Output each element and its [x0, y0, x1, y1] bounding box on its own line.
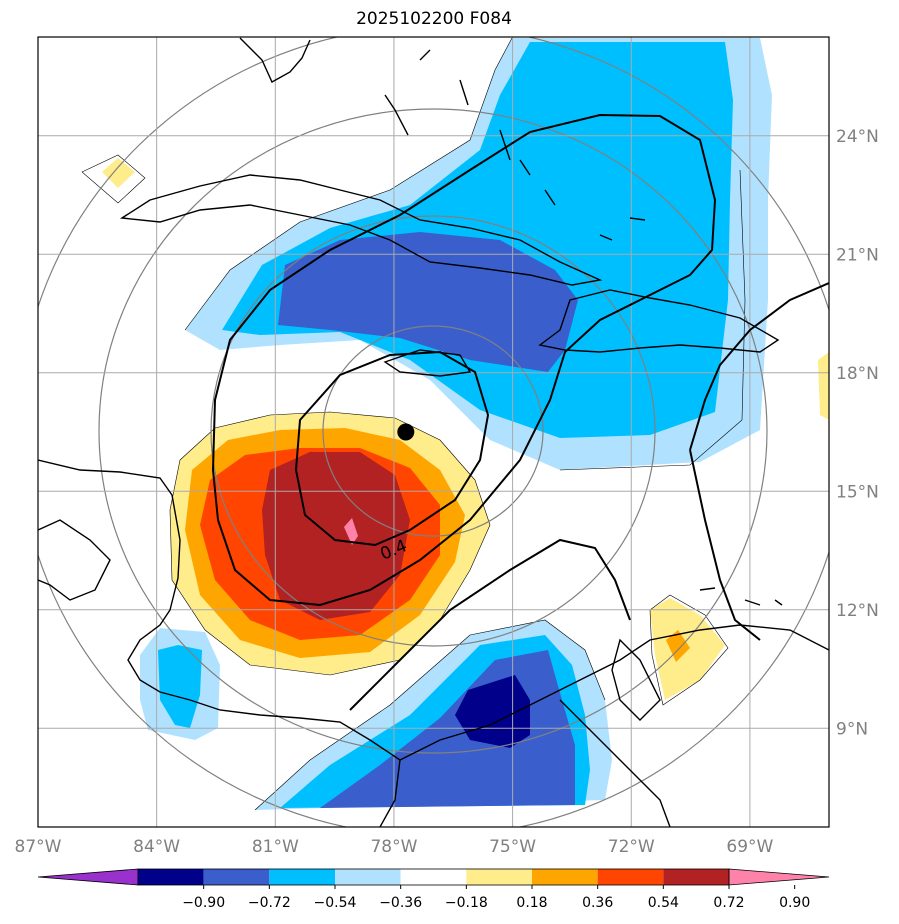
- coast-south-america: [399, 624, 829, 761]
- colorbar-tick-label: 0.36: [582, 895, 613, 911]
- lat-tick-label: 15°N: [836, 482, 879, 502]
- colorbar-tick-label: −0.72: [248, 895, 291, 911]
- colorbar-segment: [663, 869, 729, 885]
- lon-tick-label: 75°W: [489, 837, 536, 857]
- range-ring-2: [210, 215, 656, 647]
- contour-east: [689, 282, 829, 451]
- latitude-tick-labels: 24°N 21°N 18°N 15°N 12°N 9°N: [836, 127, 879, 740]
- lat-tick-label: 21°N: [836, 245, 879, 265]
- outline-pos: [169, 411, 491, 676]
- range-rings: [38, 37, 829, 827]
- outline-nw: [81, 154, 146, 204]
- colorbar-segment: [597, 869, 664, 885]
- contour-lines: [211, 113, 829, 711]
- lon-tick-label: 69°W: [726, 837, 773, 857]
- colorbar-segment: [466, 869, 532, 885]
- colorbar-tick-label: 0.18: [516, 895, 547, 911]
- lon-tick-label: 72°W: [608, 837, 655, 857]
- colorbar-segment: [203, 869, 270, 885]
- lat-tick-label: 18°N: [836, 364, 879, 384]
- coast-jamaica: [383, 349, 472, 377]
- neg-fill-036-west: [158, 645, 202, 728]
- colorbar-tick-label: 0.72: [713, 895, 744, 911]
- coast-honduras-inner: [38, 519, 111, 601]
- lon-tick-label: 87°W: [15, 837, 62, 857]
- anomaly-outlines: [81, 37, 746, 811]
- outline-east: [649, 594, 729, 706]
- contour-outer: [211, 113, 717, 607]
- longitude-tick-labels: 87°W 84°W 81°W 78°W 75°W 72°W 69°W: [15, 837, 774, 857]
- storm-center-marker: [397, 423, 415, 441]
- coastlines: [38, 37, 829, 827]
- colorbar-extend-high: [728, 868, 830, 886]
- range-ring-1: [322, 325, 544, 537]
- pos-fill-nw: [102, 158, 135, 188]
- coast-hispaniola: [538, 289, 780, 353]
- gridlines: [38, 37, 829, 827]
- outline-south: [254, 619, 606, 811]
- contour-south: [349, 538, 631, 711]
- contour-east-south: [689, 449, 761, 641]
- colorbar-segment: [269, 869, 335, 885]
- colorbar-tick-label: 0.54: [648, 895, 679, 911]
- colorbar-tick-label: 0.90: [779, 895, 810, 911]
- colorbar-segment: [335, 869, 401, 885]
- lat-tick-label: 9°N: [836, 719, 868, 739]
- coast-south-inland: [559, 699, 671, 827]
- colorbar-tick-label: −0.18: [445, 895, 488, 911]
- contour-inner: [294, 350, 490, 547]
- lon-tick-label: 84°W: [133, 837, 180, 857]
- map-area: 0.4: [38, 37, 829, 827]
- lat-tick-label: 12°N: [836, 601, 879, 621]
- anomaly-fill-layer: [102, 38, 829, 810]
- colorbar-segment: [532, 869, 598, 885]
- colorbar-segment: [138, 869, 204, 885]
- colorbar-tick-label: −0.36: [379, 895, 422, 911]
- coast-venezuela-lake: [611, 638, 661, 721]
- coast-east-islands: [699, 587, 783, 606]
- lon-tick-label: 78°W: [370, 837, 417, 857]
- colorbar: −0.90 −0.72 −0.54 −0.36 −0.18 0.18 0.36 0.54 0.7…: [37, 868, 830, 911]
- neg-fill-054: [278, 232, 578, 372]
- coast-central-america: [38, 459, 401, 827]
- range-ring-3: [98, 108, 768, 754]
- pos-fill-edge: [818, 352, 829, 420]
- colorbar-tick-label: −0.90: [182, 895, 225, 911]
- pos-fill-072: [262, 452, 410, 620]
- coast-florida: [239, 37, 311, 83]
- map-frame: [37, 36, 830, 828]
- colorbar-tick-label: −0.54: [314, 895, 357, 911]
- colorbar-segment: [400, 869, 467, 885]
- colorbar-extend-low: [37, 868, 139, 886]
- coast-bahamas: [384, 49, 646, 241]
- lat-tick-label: 24°N: [836, 127, 879, 147]
- outline-north: [184, 37, 746, 471]
- colorbar-frame: [137, 868, 730, 886]
- pos-fill-east-036: [666, 630, 690, 662]
- coast-cuba: [119, 174, 603, 286]
- pos-fill-090: [344, 518, 358, 545]
- lon-tick-label: 81°W: [252, 837, 299, 857]
- map-title: 2025102200 F084: [356, 9, 512, 29]
